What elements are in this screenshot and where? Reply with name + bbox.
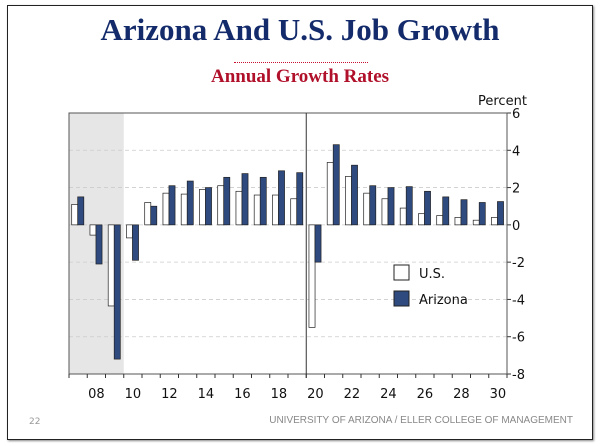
arizona-bar-2026 — [424, 190, 431, 226]
arizona-bar-2011 — [150, 205, 158, 226]
us-bar-2024 — [381, 198, 389, 226]
y-tick-label: -2 — [512, 256, 525, 271]
us-bar-2010 — [126, 224, 133, 239]
us-bar-2022 — [345, 176, 352, 226]
arizona-bar-2024 — [387, 187, 395, 226]
legend-swatch-us — [393, 264, 410, 281]
us-bar-2018 — [272, 194, 279, 226]
y-tick-label: -4 — [512, 293, 525, 308]
us-bar-2030 — [491, 217, 498, 226]
arizona-bar-2021 — [332, 144, 340, 226]
us-bar-2023 — [363, 192, 371, 226]
y-tick-label: 4 — [512, 144, 520, 159]
arizona-bar-2009 — [113, 224, 121, 360]
us-bar-2027 — [436, 215, 444, 226]
arizona-bar-2017 — [259, 176, 267, 226]
x-tick-label: 28 — [453, 387, 470, 402]
y-tick-label: 0 — [512, 219, 520, 234]
title-divider — [234, 62, 368, 63]
x-tick-label: 26 — [417, 387, 434, 402]
legend-label-us: U.S. — [419, 267, 445, 282]
arizona-bar-2028 — [460, 199, 468, 226]
x-tick-label: 24 — [380, 387, 397, 402]
x-tick-label: 08 — [88, 387, 105, 402]
y-tick-label: 2 — [512, 182, 520, 197]
x-tick-label: 22 — [344, 387, 361, 402]
arizona-bar-2013 — [186, 180, 194, 226]
page-title: Arizona And U.S. Job Growth — [100, 12, 500, 47]
arizona-bar-2019 — [296, 172, 304, 226]
us-bar-2008 — [89, 224, 97, 236]
arizona-bar-2018 — [278, 170, 285, 226]
y-tick-label: -6 — [512, 331, 525, 346]
us-bar-2028 — [454, 217, 462, 226]
arizona-bar-2007 — [77, 196, 85, 226]
us-bar-2026 — [418, 213, 425, 226]
x-tick-label: 12 — [161, 387, 178, 402]
legend-label-arizona: Arizona — [419, 293, 468, 308]
us-bar-2019 — [290, 198, 298, 226]
arizona-bar-2015 — [223, 176, 231, 226]
us-bar-2014 — [199, 189, 206, 226]
x-tick-label: 18 — [271, 387, 288, 402]
arizona-bar-2030 — [497, 201, 504, 226]
page-number: 22 — [29, 417, 41, 427]
x-tick-label: 14 — [198, 387, 215, 402]
arizona-bar-2016 — [241, 173, 249, 226]
arizona-bar-2010 — [132, 224, 139, 261]
legend-swatch-arizona — [393, 290, 410, 307]
footer-text: UNIVERSITY OF ARIZONA / ELLER COLLEGE OF… — [269, 415, 573, 426]
us-bar-2025 — [399, 207, 407, 226]
chart-subtitle: Annual Growth Rates — [210, 66, 390, 87]
arizona-bar-2029 — [478, 202, 486, 226]
x-tick-label: 20 — [307, 387, 324, 402]
y-tick-label: 6 — [512, 107, 520, 122]
arizona-bar-2020 — [314, 224, 322, 263]
us-bar-2017 — [253, 194, 261, 226]
x-tick-label: 10 — [125, 387, 142, 402]
arizona-bar-2027 — [442, 196, 450, 226]
x-tick-label: 30 — [490, 387, 507, 402]
arizona-bar-2012 — [168, 185, 176, 226]
x-tick-label: 16 — [234, 387, 251, 402]
us-bar-2013 — [180, 193, 188, 226]
y-axis-label: Percent — [478, 94, 527, 109]
us-bar-2007 — [71, 204, 79, 226]
y-tick-label: -8 — [512, 368, 525, 383]
us-bar-2029 — [472, 219, 480, 226]
us-bar-2016 — [235, 190, 243, 226]
arizona-bar-2014 — [205, 187, 212, 226]
arizona-bar-2025 — [405, 186, 413, 226]
us-bar-2021 — [326, 162, 334, 226]
us-bar-2020 — [308, 224, 316, 328]
arizona-bar-2008 — [95, 224, 103, 265]
us-bar-2011 — [144, 202, 152, 226]
us-bar-2009 — [107, 224, 115, 307]
arizona-bar-2023 — [369, 185, 377, 226]
us-bar-2015 — [217, 185, 225, 226]
arizona-bar-2022 — [351, 164, 358, 226]
us-bar-2012 — [162, 192, 170, 226]
